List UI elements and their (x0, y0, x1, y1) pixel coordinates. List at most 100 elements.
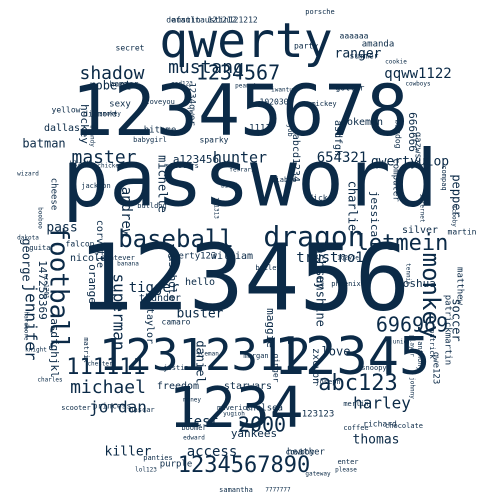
cloud-word-dakota: dakota (17, 235, 39, 242)
cloud-word-junior: junior (389, 339, 411, 346)
cloud-word-orange: orange (86, 264, 99, 304)
cloud-word-jordan: jordan (89, 398, 147, 417)
cloud-word-panties: panties (143, 454, 173, 462)
cloud-word-121212: 121212 (208, 16, 237, 25)
cloud-word-matrix: matrix (82, 337, 90, 362)
cloud-word-andrew: andrew (118, 187, 134, 238)
cloud-word-1234: 1234 (169, 376, 304, 441)
cloud-word-daniel: daniel (194, 340, 208, 383)
cloud-word-boomer: boomer (181, 424, 206, 432)
cloud-word-joshua: joshua (396, 277, 436, 290)
cloud-word-scooter: scooter (61, 404, 91, 412)
cloud-word-money: money (183, 397, 201, 404)
cloud-word-iceman: iceman (197, 351, 219, 358)
cloud-word-coffee: coffee (343, 424, 368, 432)
cloud-word-yellow: yellow (52, 106, 81, 115)
cloud-word-trustno1: trustno1 (296, 250, 363, 266)
cloud-word-george: george (20, 238, 34, 281)
cloud-word-austin: austin (172, 16, 201, 25)
cloud-word-william: william (211, 251, 253, 262)
cloud-word-gateway: gateway (305, 471, 331, 478)
cloud-word-harley: harley (353, 394, 411, 413)
cloud-word-aaaaaa: aaaaaa (340, 32, 369, 41)
cloud-word-yankees: yankees (231, 427, 277, 440)
cloud-word-heather: heather (287, 448, 326, 458)
cloud-word-hardcore: hardcore (23, 312, 30, 341)
cloud-word-computer: computer (391, 158, 401, 202)
cloud-word-696969: 696969 (376, 313, 448, 337)
cloud-word-letmein: letmein (356, 231, 449, 256)
cloud-word-asdfghjkl: asdfghjkl (48, 318, 61, 378)
cloud-word-hockey: hockey (78, 104, 91, 144)
cloud-word-freedom: freedom (157, 381, 199, 392)
cloud-word-princess: princess (93, 402, 132, 411)
cloud-word-smokey: smokey (99, 111, 121, 118)
cloud-word-camaro: camaro (162, 318, 191, 327)
cloud-word-richard: richard (363, 420, 397, 429)
cloud-word-qwerty123: qwerty123 (168, 252, 217, 262)
cloud-word-1111: 1111 (249, 124, 271, 134)
cloud-word-hello: hello (185, 277, 215, 288)
cloud-word-bigdog: bigdog (394, 120, 403, 149)
cloud-word-lol123: lol123 (135, 467, 157, 474)
cloud-word-charlie: charlie (346, 181, 360, 232)
cloud-word-jessica: jessica (368, 191, 381, 237)
cloud-word-jennifer: jennifer (22, 283, 41, 360)
cloud-word-cheese: cheese (49, 178, 59, 211)
cloud-word-internet: internet (419, 194, 426, 223)
cloud-word-access: access (187, 444, 238, 460)
cloud-word-purple: purple (160, 460, 193, 470)
cloud-word-mickey: mickey (311, 100, 336, 108)
cloud-word-player: player (409, 335, 416, 357)
cloud-word-qwertyuiop: qwertyuiop (371, 155, 449, 170)
cloud-word-dallas: dallas (44, 123, 80, 134)
cloud-word-abc123: abc123 (318, 371, 397, 396)
cloud-word-black: black (69, 160, 91, 168)
cloud-word-123123: 123123 (302, 410, 335, 420)
cloud-word-chicken: chicken (97, 163, 123, 170)
cloud-word-baseball: baseball (118, 225, 234, 253)
cloud-word-nascar: nascar (129, 406, 154, 414)
cloud-word-test: test (185, 414, 219, 430)
cloud-word-patrickmartin: patrickmartin (443, 295, 453, 365)
cloud-word-iwantu: iwantu (271, 87, 293, 94)
cloud-word-shadow: shadow (79, 63, 144, 84)
cloud-word-asdfgh: asdfgh (332, 120, 343, 156)
cloud-word-sexy: sexy (109, 100, 131, 110)
cloud-word-111111: 111111 (66, 355, 145, 380)
cloud-word-pokemon: pokemon (341, 117, 383, 128)
cloud-word-morgan: morgan (243, 352, 268, 360)
cloud-word-ferrari: ferrari (229, 167, 255, 174)
cloud-word-knight: knight (25, 347, 47, 354)
cloud-word-secret: secret (116, 44, 145, 53)
cloud-word-guitar: guitar (29, 244, 54, 252)
cloud-word-cowboy: cowboy (286, 448, 315, 457)
cloud-word-ranger: ranger (335, 47, 382, 62)
cloud-word-edward: edward (183, 435, 205, 442)
cloud-word-samantha: samantha (219, 486, 253, 494)
cloud-word-chelsea: chelsea (245, 404, 283, 414)
cloud-word-johnny: johnny (409, 377, 416, 399)
cloud-word-1q2w3e: 1q2w3e (337, 255, 359, 262)
cloud-word-killer: killer (105, 445, 152, 460)
cloud-word-thomas: thomas (353, 433, 400, 448)
cloud-word-please: please (335, 467, 357, 474)
cloud-word-chocolate: chocolate (385, 422, 423, 430)
cloud-word-cowboys: cowboys (405, 81, 431, 88)
cloud-word-12345: 12345 (274, 327, 431, 387)
cloud-word-nicole: nicole (70, 253, 106, 264)
cloud-word-amanda: amanda (362, 40, 395, 50)
cloud-word-joseph: joseph (315, 378, 340, 386)
cloud-word-bulldog: bulldog (137, 202, 167, 210)
cloud-word-cookie: cookie (385, 59, 407, 66)
cloud-word-thunder: thunder (139, 293, 181, 304)
cloud-word-golfer: golfer (336, 84, 365, 93)
cloud-word-anthony: anthony (416, 341, 424, 371)
cloud-word-jackson: jackson (81, 182, 111, 190)
cloud-word-ginger: ginger (272, 354, 281, 383)
cloud-word-charles: charles (37, 377, 63, 384)
cloud-word-1234qwer: 1234qwer (187, 82, 197, 126)
cloud-word-corvette: corvette (94, 220, 105, 268)
cloud-word-a123456: a123456 (173, 153, 219, 166)
cloud-word-maggie: maggie (264, 308, 277, 348)
